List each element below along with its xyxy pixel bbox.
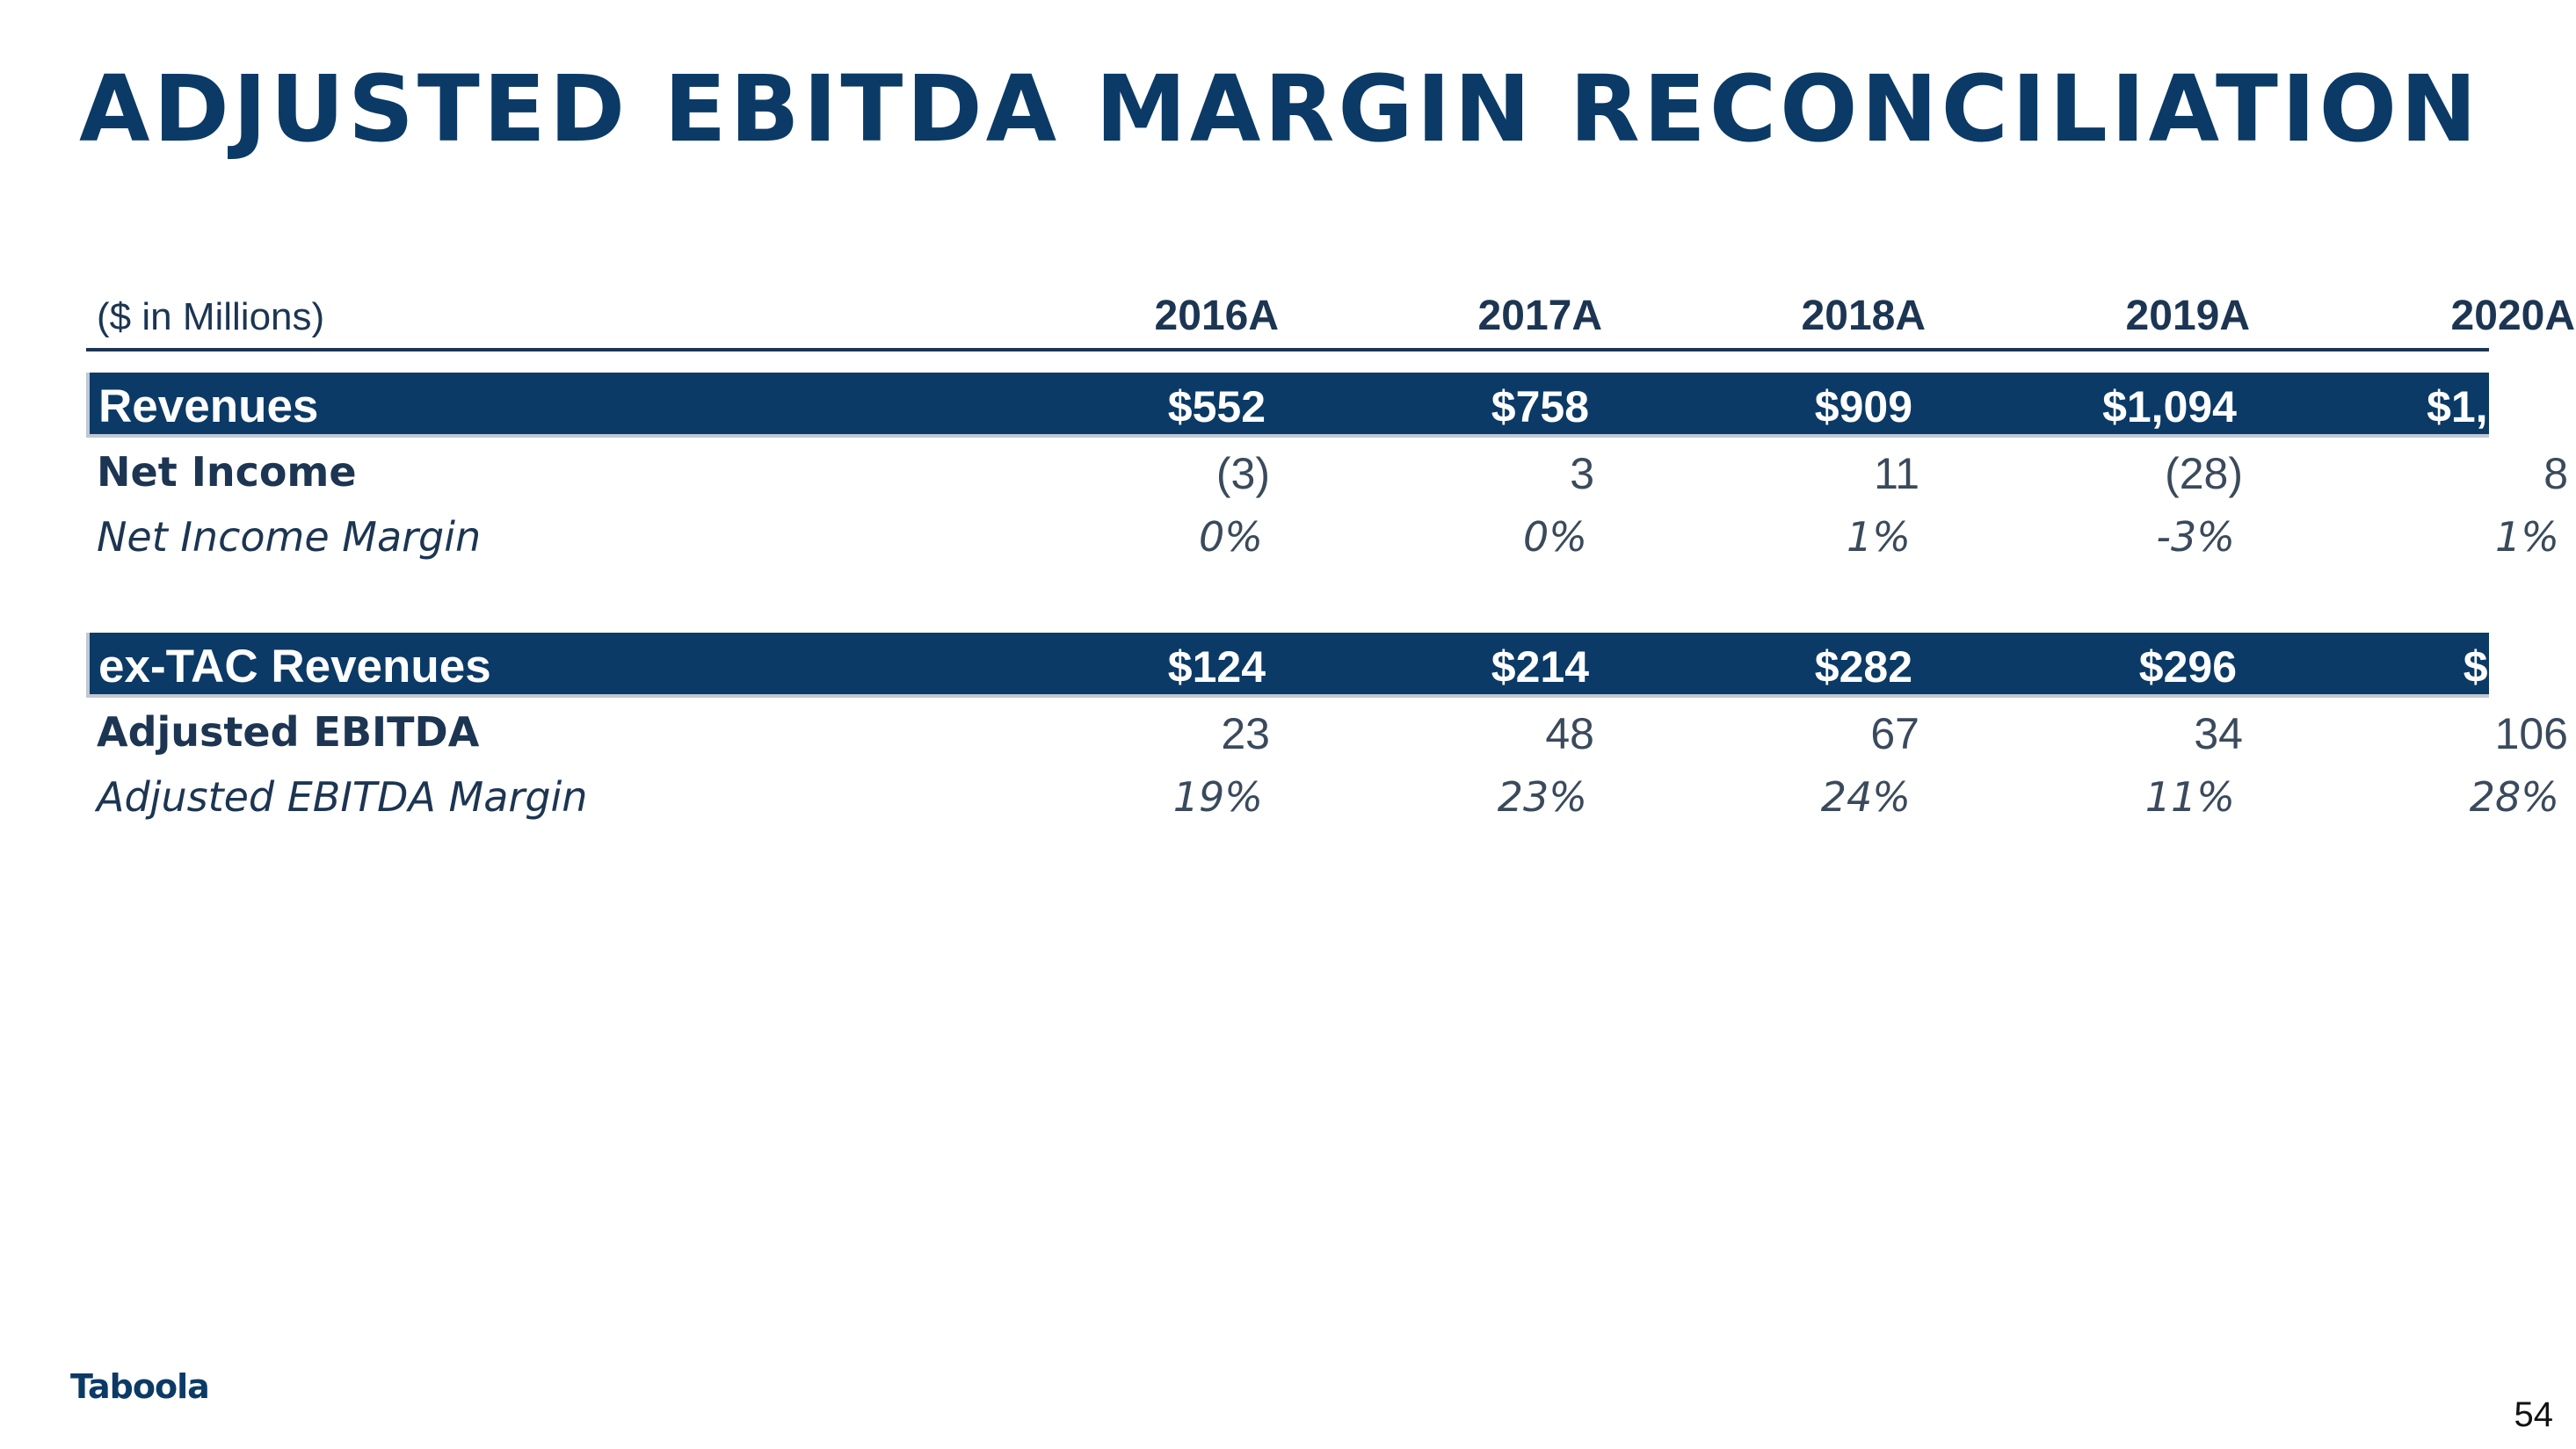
row-value: 34	[2194, 709, 2243, 758]
page-title: ADJUSTED EBITDA MARGIN RECONCILIATION	[79, 55, 2481, 163]
band-value: $552	[1167, 382, 1266, 431]
band-value: $382	[2463, 642, 2561, 692]
row-label: Net Income	[97, 448, 357, 496]
row-value: 19%	[1172, 773, 1263, 821]
revenues-band: Revenues $552 $758 $909 $1,094 $1,189	[86, 373, 2561, 438]
year-header: 2017A	[1477, 293, 1602, 339]
year-header: 2016A	[1154, 293, 1279, 339]
year-header: 2020A	[2450, 293, 2575, 339]
band-value: $758	[1491, 382, 1589, 431]
table-header: ($ in Millions) 2016A 2017A 2018A 2019A …	[86, 281, 2575, 351]
row-label: Net Income Margin	[97, 513, 482, 561]
row-value: 11%	[2144, 773, 2235, 821]
table-row: Adjusted EBITDA Margin 19% 23% 24% 11% 2…	[86, 766, 2559, 828]
band-value: $296	[2138, 642, 2237, 692]
row-value: 0%	[1523, 513, 1587, 561]
units-label: ($ in Millions)	[97, 295, 325, 338]
band-value: $282	[1814, 642, 1912, 692]
row-value: 23	[1221, 709, 1270, 758]
row-label: Adjusted EBITDA	[97, 708, 480, 756]
row-value: 1%	[2495, 513, 2559, 561]
row-value: 1%	[1847, 513, 1911, 561]
row-label: Adjusted EBITDA Margin	[97, 773, 588, 821]
band-value: $214	[1491, 642, 1589, 692]
row-value: 11	[1874, 449, 1919, 498]
row-value: 28%	[2469, 773, 2559, 821]
band-label: ex-TAC Revenues	[98, 641, 491, 692]
row-value: 106	[2494, 709, 2568, 758]
band-value: $1,189	[2427, 382, 2561, 431]
row-value: 3	[1570, 449, 1594, 498]
row-value: 23%	[1497, 773, 1587, 821]
ex-tac-revenues-band: ex-TAC Revenues $124 $214 $282 $296 $382	[86, 633, 2561, 698]
table-row: Adjusted EBITDA 23 48 67 34 106	[86, 701, 2568, 763]
band-value: $124	[1167, 642, 1266, 692]
taboola-logo: Taboola	[70, 1367, 210, 1406]
table-row: Net Income (3) 3 11 (28) 8	[86, 441, 2568, 503]
row-value: (3)	[1215, 449, 1270, 498]
row-value: 48	[1545, 709, 1594, 758]
table-row: Net Income Margin 0% 0% 1% -3% 1%	[86, 506, 2559, 568]
row-value: 24%	[1820, 773, 1911, 821]
row-value: (28)	[2165, 449, 2243, 498]
row-value: 67	[1870, 709, 1919, 758]
page-number: 54	[2514, 1395, 2554, 1434]
band-label: Revenues	[98, 380, 319, 432]
band-value: $909	[1814, 382, 1912, 431]
row-value: -3%	[2156, 513, 2235, 561]
row-value: 8	[2543, 449, 2568, 498]
band-value: $1,094	[2102, 382, 2237, 431]
year-header: 2019A	[2125, 293, 2250, 339]
year-header: 2018A	[1801, 293, 1926, 339]
row-value: 0%	[1199, 513, 1263, 561]
